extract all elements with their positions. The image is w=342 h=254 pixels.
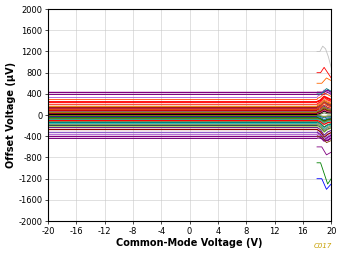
Text: C017: C017	[313, 243, 332, 249]
Y-axis label: Offset Voltage (µV): Offset Voltage (µV)	[5, 62, 15, 168]
X-axis label: Common-Mode Voltage (V): Common-Mode Voltage (V)	[116, 239, 263, 248]
